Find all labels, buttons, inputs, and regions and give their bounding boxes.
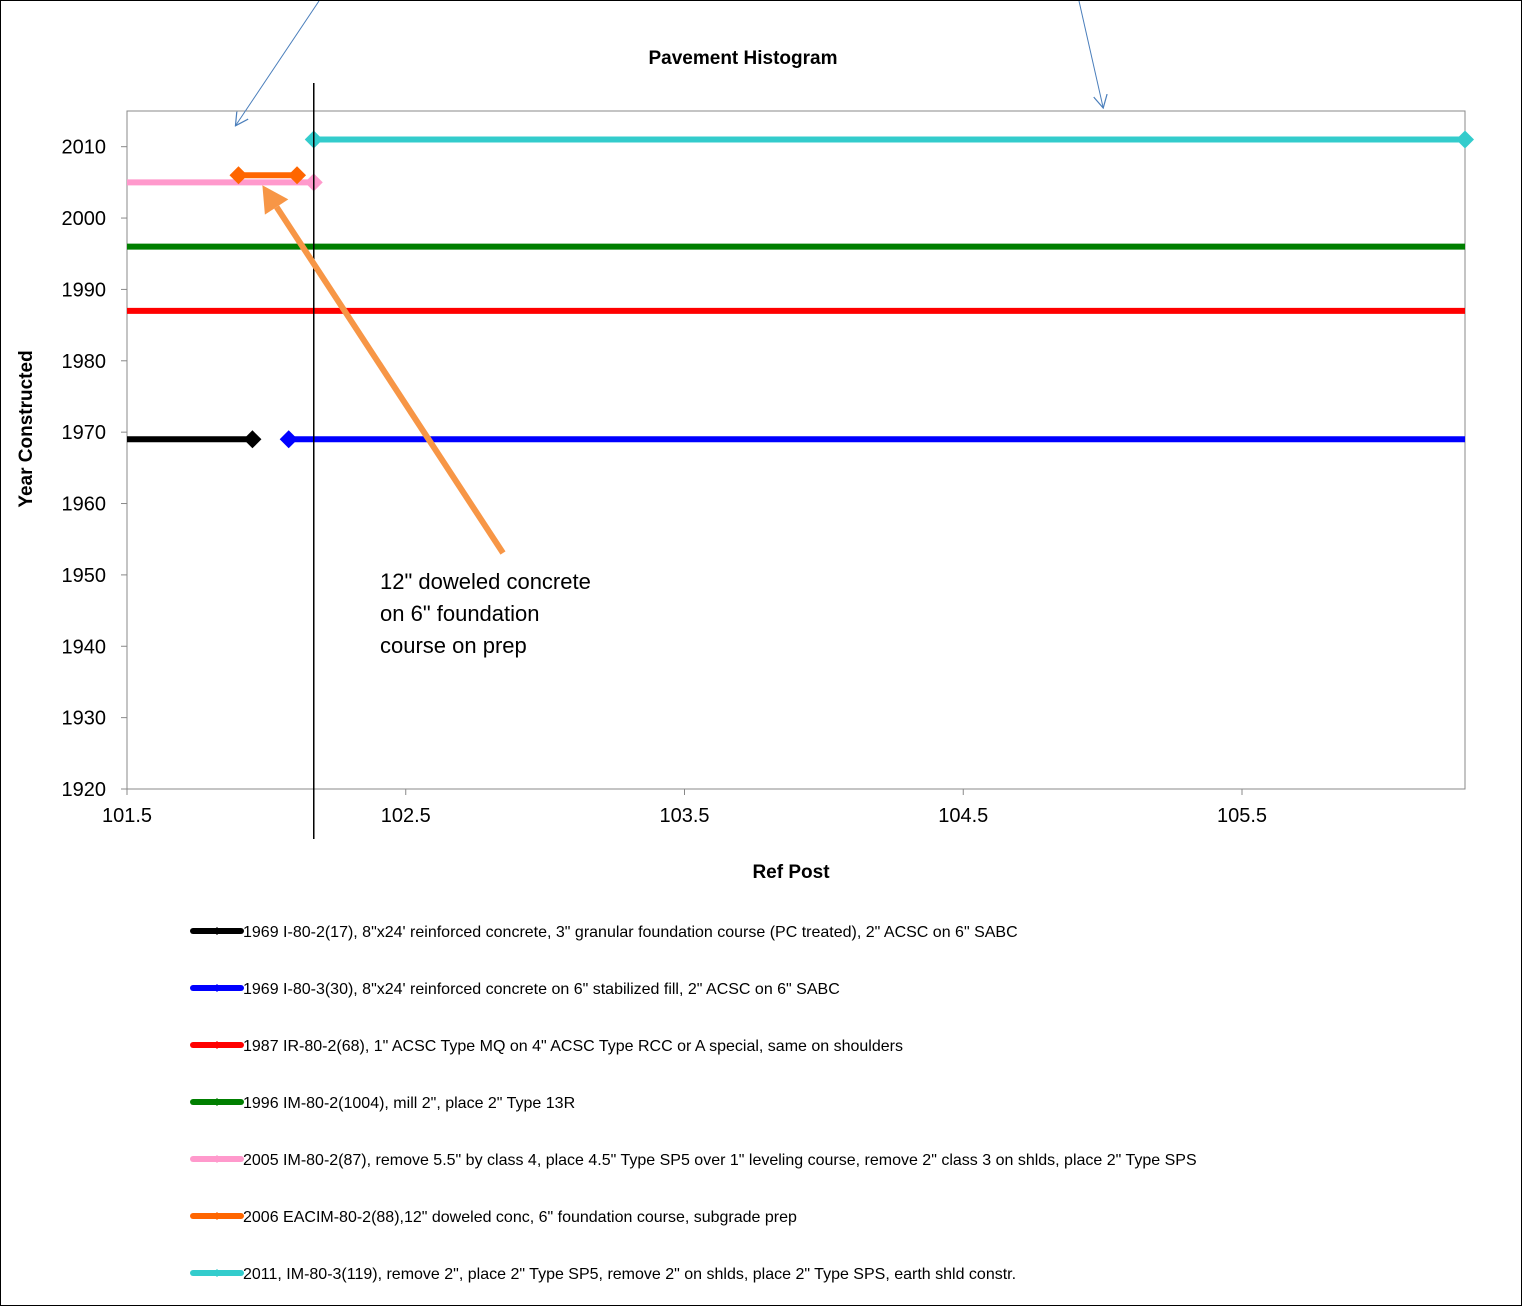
callout-arrow-right — [1078, 0, 1103, 107]
annotation-text: course on prep — [380, 633, 527, 658]
y-tick-label: 2000 — [62, 208, 107, 230]
legend-entry-2: 1969 I-80-3(30), 8"x24' reinforced concr… — [190, 981, 840, 998]
legend-label: 1996 IM-80-2(1004), mill 2", place 2" Ty… — [243, 1095, 575, 1112]
callout-arrow-left — [236, 0, 320, 125]
legend-swatch-marker — [213, 1098, 221, 1106]
series-marker-2 — [279, 430, 298, 449]
legend-swatch-marker — [213, 1269, 221, 1277]
legend-label: 1969 I-80-2(17), 8"x24' reinforced concr… — [243, 924, 1018, 941]
legend-swatch-marker — [213, 1212, 221, 1220]
x-tick-label: 103.5 — [659, 805, 709, 827]
annotation-text: 12" doweled concrete — [380, 569, 591, 594]
legend-label: 2011, IM-80-3(119), remove 2", place 2" … — [243, 1266, 1016, 1283]
x-tick-label: 104.5 — [938, 805, 988, 827]
legend-label: 2006 EACIM-80-2(88),12" doweled conc, 6"… — [243, 1209, 797, 1226]
y-tick-label: 1940 — [62, 636, 107, 658]
annotation-arrow — [274, 205, 506, 555]
series-marker-6 — [229, 166, 248, 185]
legend-swatch-marker — [213, 1041, 221, 1049]
series-marker-6 — [288, 166, 307, 185]
legend-entry-1: 1969 I-80-2(17), 8"x24' reinforced concr… — [190, 924, 1018, 941]
x-tick-label: 101.5 — [102, 805, 152, 827]
series-marker-1 — [243, 430, 262, 449]
y-tick-label: 1950 — [62, 565, 107, 587]
legend-swatch-marker — [213, 927, 221, 935]
series-marker-7 — [1456, 130, 1474, 149]
legend-entry-4: 1996 IM-80-2(1004), mill 2", place 2" Ty… — [190, 1095, 575, 1112]
y-axis-title: Year Constructed — [16, 350, 37, 507]
y-tick-label: 1930 — [62, 708, 107, 730]
y-tick-label: 1960 — [62, 494, 107, 516]
legend-entry-3: 1987 IR-80-2(68), 1" ACSC Type MQ on 4" … — [190, 1038, 903, 1055]
legend-entry-5: 2005 IM-80-2(87), remove 5.5" by class 4… — [190, 1152, 1197, 1169]
legend-label: 1987 IR-80-2(68), 1" ACSC Type MQ on 4" … — [243, 1038, 903, 1055]
y-tick-label: 2010 — [62, 137, 107, 159]
annotation-text: on 6" foundation — [380, 601, 540, 626]
x-tick-label: 105.5 — [1217, 805, 1267, 827]
legend-swatch-marker — [213, 1155, 221, 1163]
legend-entry-6: 2006 EACIM-80-2(88),12" doweled conc, 6"… — [190, 1209, 797, 1226]
legend-swatch-marker — [213, 984, 221, 992]
legend-label: 1969 I-80-3(30), 8"x24' reinforced concr… — [243, 981, 840, 998]
chart-title: Pavement Histogram — [648, 48, 837, 69]
x-axis-title: Ref Post — [752, 862, 830, 883]
y-tick-label: 1990 — [62, 279, 107, 301]
annotation-arrowhead — [262, 185, 289, 215]
y-tick-label: 1970 — [62, 422, 107, 444]
y-tick-label: 1920 — [62, 779, 107, 801]
y-tick-label: 1980 — [62, 351, 107, 373]
x-tick-label: 102.5 — [381, 805, 431, 827]
plot-area — [126, 110, 1466, 790]
legend-entry-7: 2011, IM-80-3(119), remove 2", place 2" … — [190, 1266, 1016, 1283]
legend-label: 2005 IM-80-2(87), remove 5.5" by class 4… — [243, 1152, 1197, 1169]
